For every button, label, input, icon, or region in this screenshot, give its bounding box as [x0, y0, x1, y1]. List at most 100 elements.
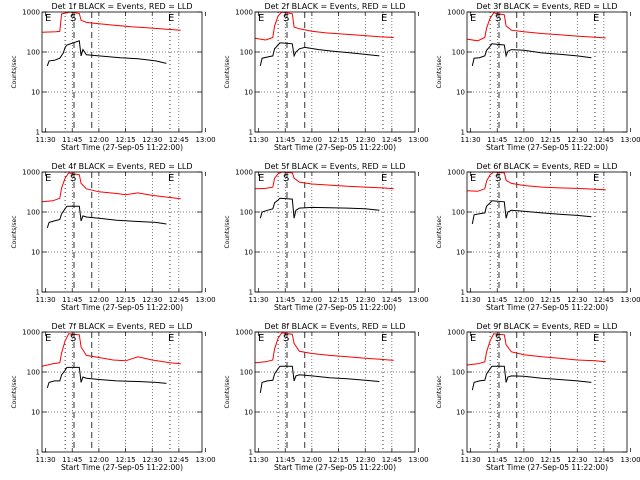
- y-axis-label: Counts/sec: [224, 215, 231, 248]
- x-tick-label: 13:00: [408, 296, 428, 304]
- series-line-lld: [254, 11, 394, 41]
- plot-frame: [41, 171, 203, 293]
- x-tick-label: 12:00: [514, 456, 534, 464]
- y-tick-label: 1: [36, 129, 40, 137]
- x-tick-label: 12:45: [594, 456, 614, 464]
- series-line-lld: [466, 333, 606, 366]
- plot-frame: [466, 11, 628, 133]
- event-marker-label: E: [168, 333, 174, 344]
- plot-frame: [254, 11, 416, 133]
- x-tick-label: 11:45: [62, 136, 82, 144]
- x-tick-label: 12:15: [328, 296, 348, 304]
- x-tick-label: 11:45: [487, 456, 507, 464]
- chart-title: Det 4f BLACK = Events, RED = LLD: [51, 162, 192, 171]
- x-tick-label: 12:45: [594, 136, 614, 144]
- y-tick-label: 10: [31, 89, 40, 97]
- series-line-events: [259, 42, 380, 67]
- y-tick-label: 1000: [235, 169, 253, 177]
- event-marker-label: S: [495, 173, 501, 184]
- x-tick-label: 12:15: [328, 136, 348, 144]
- x-tick-label: 11:45: [487, 296, 507, 304]
- event-marker-label: E: [258, 333, 264, 344]
- chart-title: Det 1f BLACK = Events, RED = LLD: [51, 2, 192, 11]
- x-tick-label: 12:00: [89, 136, 109, 144]
- series-line-events: [471, 43, 592, 67]
- event-marker-label: E: [45, 173, 51, 184]
- event-marker-label: E: [470, 333, 476, 344]
- chart-panel-9: Det 9f BLACK = Events, RED = LLD 11:30 11:…: [436, 322, 640, 472]
- x-tick-label: 12:45: [169, 456, 189, 464]
- x-tick-label: 11:45: [62, 456, 82, 464]
- x-axis-label: Start Time (27-Sep-05 11:22:00): [274, 143, 396, 152]
- event-marker-label: S: [495, 333, 501, 344]
- x-tick-label: 11:30: [35, 456, 55, 464]
- y-tick-label: 1: [36, 449, 40, 457]
- event-marker-label: E: [258, 173, 264, 184]
- chart-panel-2: Det 2f BLACK = Events, RED = LLD 11:30 11:…: [224, 2, 429, 152]
- x-tick-label: 12:15: [540, 136, 560, 144]
- x-tick-label: 12:30: [567, 136, 587, 144]
- x-axis-label: Start Time (27-Sep-05 11:22:00): [274, 463, 396, 472]
- y-tick-label: 100: [27, 209, 40, 217]
- event-marker-label: E: [381, 173, 387, 184]
- x-tick-label: 13:00: [195, 456, 215, 464]
- chart-title: Det 5f BLACK = Events, RED = LLD: [264, 162, 405, 171]
- chart-title: Det 7f BLACK = Events, RED = LLD: [51, 322, 192, 331]
- plot-frame: [254, 331, 416, 453]
- y-axis-label: Counts/sec: [11, 215, 18, 248]
- series-line-lld: [466, 171, 606, 192]
- x-tick-label: 11:30: [460, 456, 480, 464]
- plot-frame: [41, 11, 203, 133]
- event-marker-label: S: [495, 13, 501, 24]
- chart-panel-1: Det 1f BLACK = Events, RED = LLD 11:30 11:…: [11, 2, 216, 152]
- chart-panel-6: Det 6f BLACK = Events, RED = LLD 11:30 11:…: [436, 162, 640, 312]
- x-tick-label: 11:45: [62, 296, 82, 304]
- plot-frame: [41, 331, 203, 453]
- y-tick-label: 10: [244, 89, 253, 97]
- x-tick-label: 12:00: [302, 296, 322, 304]
- event-marker-label: E: [168, 13, 174, 24]
- x-tick-label: 13:00: [195, 296, 215, 304]
- event-marker-label: E: [470, 173, 476, 184]
- y-tick-label: 1000: [22, 9, 40, 17]
- chart-panel-5: Det 5f BLACK = Events, RED = LLD 11:30 11:…: [224, 162, 429, 312]
- event-marker-label: E: [593, 333, 599, 344]
- event-marker-label: S: [70, 173, 76, 184]
- y-tick-label: 1: [36, 289, 40, 297]
- y-tick-label: 10: [244, 249, 253, 257]
- x-tick-label: 12:30: [142, 136, 162, 144]
- x-tick-label: 12:15: [115, 136, 135, 144]
- x-tick-label: 12:30: [567, 456, 587, 464]
- y-tick-label: 10: [31, 249, 40, 257]
- series-line-lld: [41, 11, 181, 33]
- x-tick-label: 11:30: [248, 456, 268, 464]
- y-tick-label: 1: [249, 129, 253, 137]
- chart-title: Det 9f BLACK = Events, RED = LLD: [476, 322, 617, 331]
- plot-frame: [466, 331, 628, 453]
- x-axis-label: Start Time (27-Sep-05 11:22:00): [61, 303, 183, 312]
- x-tick-label: 11:45: [275, 296, 295, 304]
- plot-frame: [466, 171, 628, 293]
- event-marker-label: E: [470, 13, 476, 24]
- series-line-lld: [254, 171, 394, 190]
- series-line-events: [471, 365, 592, 391]
- x-axis-label: Start Time (27-Sep-05 11:22:00): [486, 463, 608, 472]
- y-tick-label: 1: [249, 449, 253, 457]
- y-tick-label: 100: [452, 369, 465, 377]
- y-tick-label: 1000: [235, 329, 253, 337]
- chart-title: Det 3f BLACK = Events, RED = LLD: [476, 2, 617, 11]
- x-tick-label: 12:00: [89, 296, 109, 304]
- x-tick-label: 11:45: [275, 456, 295, 464]
- x-tick-label: 12:30: [142, 456, 162, 464]
- x-tick-label: 12:30: [355, 136, 375, 144]
- y-tick-label: 100: [27, 49, 40, 57]
- x-tick-label: 12:15: [540, 296, 560, 304]
- x-tick-label: 12:45: [382, 136, 402, 144]
- x-tick-label: 12:00: [514, 296, 534, 304]
- event-marker-label: S: [283, 333, 289, 344]
- y-axis-label: Counts/sec: [224, 55, 231, 88]
- y-tick-label: 100: [27, 369, 40, 377]
- x-tick-label: 12:30: [567, 296, 587, 304]
- y-tick-label: 100: [452, 49, 465, 57]
